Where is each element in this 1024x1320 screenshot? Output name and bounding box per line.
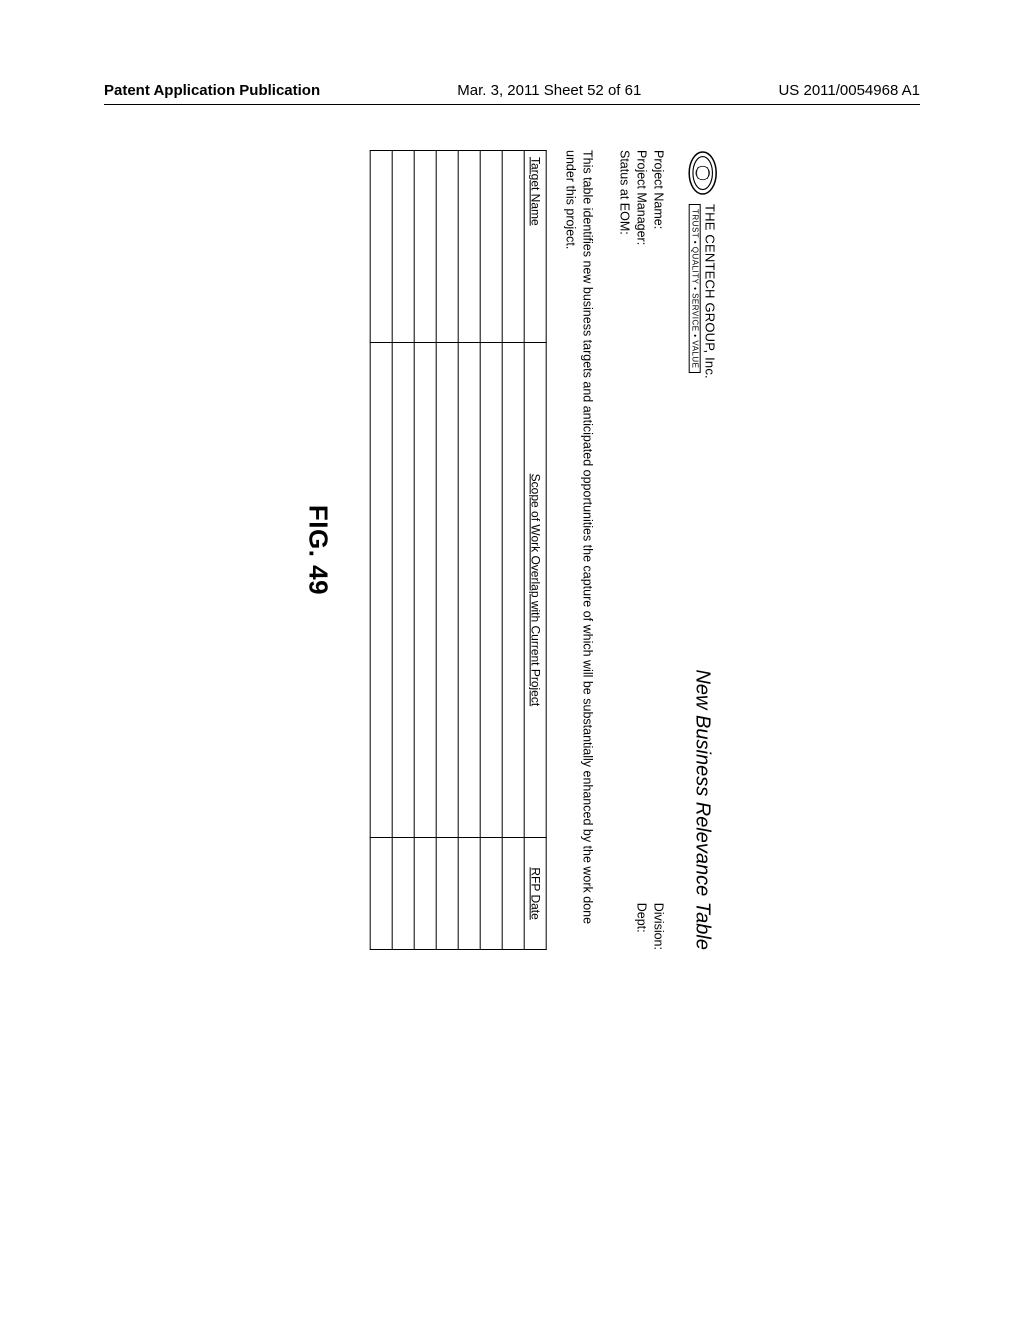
table-cell: [436, 342, 458, 837]
table-cell: [370, 342, 392, 837]
header-rule: [104, 104, 920, 105]
table-description: This table identifies new business targe…: [562, 150, 596, 950]
table-cell: [480, 151, 502, 343]
company-tagline: TRUST • QUALITY • SERVICE • VALUE: [689, 204, 701, 373]
company-name: THE CENTECH GROUP, Inc.: [703, 204, 717, 379]
table-cell: [502, 342, 524, 837]
table-cell: [458, 342, 480, 837]
table-cell: [414, 838, 436, 950]
col-target-name: Target Name: [524, 151, 546, 343]
table-cell: [370, 151, 392, 343]
table-row: [392, 151, 414, 950]
rotated-page: THE CENTECH GROUP, Inc. TRUST • QUALITY …: [120, 150, 900, 950]
table-cell: [436, 838, 458, 950]
table-cell: [458, 151, 480, 343]
table-row: [370, 151, 392, 950]
table-cell: [502, 151, 524, 343]
table-cell: [414, 151, 436, 343]
table-header-row: Target Name Scope of Work Overlap with C…: [524, 151, 546, 950]
table-row: [414, 151, 436, 950]
table-row: [436, 151, 458, 950]
meta-left: Project Name: Project Manager: Status at…: [616, 150, 667, 245]
meta-right: Division: Dept:: [616, 903, 667, 950]
table-row: [458, 151, 480, 950]
relevance-table: Target Name Scope of Work Overlap with C…: [369, 150, 546, 950]
table-cell: [480, 342, 502, 837]
table-cell: [392, 151, 414, 343]
table-cell: [392, 342, 414, 837]
meta-block: Project Name: Project Manager: Status at…: [616, 150, 667, 950]
table-row: [480, 151, 502, 950]
figure-label: FIG. 49: [302, 150, 333, 950]
table-cell: [480, 838, 502, 950]
header-center: Mar. 3, 2011 Sheet 52 of 61: [457, 82, 641, 99]
page-header: Patent Application Publication Mar. 3, 2…: [0, 82, 1024, 99]
table-row: [502, 151, 524, 950]
table-cell: [436, 151, 458, 343]
header-left: Patent Application Publication: [104, 82, 320, 99]
table-cell: [502, 838, 524, 950]
table-cell: [414, 342, 436, 837]
table-cell: [370, 838, 392, 950]
col-rfp-date: RFP Date: [524, 838, 546, 950]
table-cell: [458, 838, 480, 950]
table-cell: [392, 838, 414, 950]
col-scope: Scope of Work Overlap with Current Proje…: [524, 342, 546, 837]
header-right: US 2011/0054968 A1: [778, 82, 920, 99]
company-logo-icon: [688, 150, 718, 196]
